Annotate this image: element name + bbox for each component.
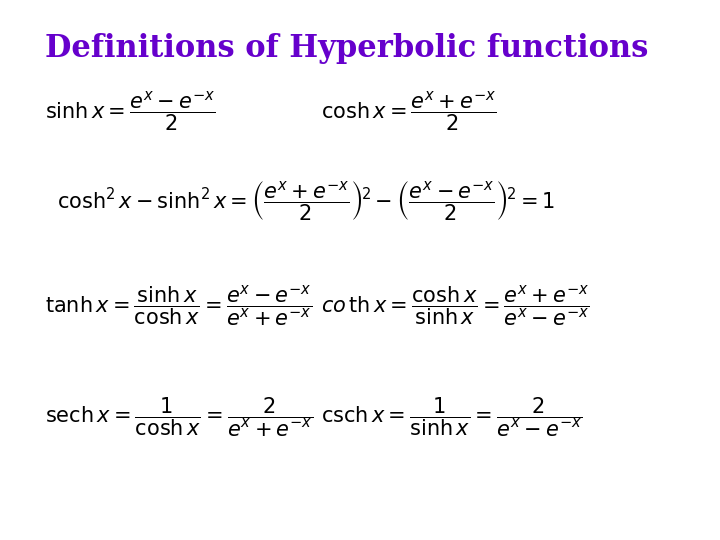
Text: $co\,\mathrm{th}\, x = \dfrac{\cosh x}{\sinh x} = \dfrac{e^{x} + e^{-x}}{e^{x} -: $co\,\mathrm{th}\, x = \dfrac{\cosh x}{\… bbox=[320, 284, 590, 329]
Text: $\cosh x = \dfrac{e^{x} + e^{-x}}{2}$: $\cosh x = \dfrac{e^{x} + e^{-x}}{2}$ bbox=[320, 90, 496, 134]
Text: $\cosh^2 x - \sinh^2 x = \left(\dfrac{e^{x}+e^{-x}}{2}\right)^{\!2} - \left(\dfr: $\cosh^2 x - \sinh^2 x = \left(\dfrac{e^… bbox=[57, 179, 555, 224]
Text: $\sinh x = \dfrac{e^{x} - e^{-x}}{2}$: $\sinh x = \dfrac{e^{x} - e^{-x}}{2}$ bbox=[45, 90, 215, 134]
Text: $\tanh x = \dfrac{\sinh x}{\cosh x} = \dfrac{e^{x} - e^{-x}}{e^{x} + e^{-x}}$: $\tanh x = \dfrac{\sinh x}{\cosh x} = \d… bbox=[45, 284, 312, 329]
Text: $\mathrm{sech}\, x = \dfrac{1}{\cosh x} = \dfrac{2}{e^{x} + e^{-x}}$: $\mathrm{sech}\, x = \dfrac{1}{\cosh x} … bbox=[45, 396, 312, 439]
Text: Definitions of Hyperbolic functions: Definitions of Hyperbolic functions bbox=[45, 33, 648, 64]
Text: $\mathrm{csch}\, x = \dfrac{1}{\sinh x} = \dfrac{2}{e^{x} - e^{-x}}$: $\mathrm{csch}\, x = \dfrac{1}{\sinh x} … bbox=[320, 396, 582, 439]
